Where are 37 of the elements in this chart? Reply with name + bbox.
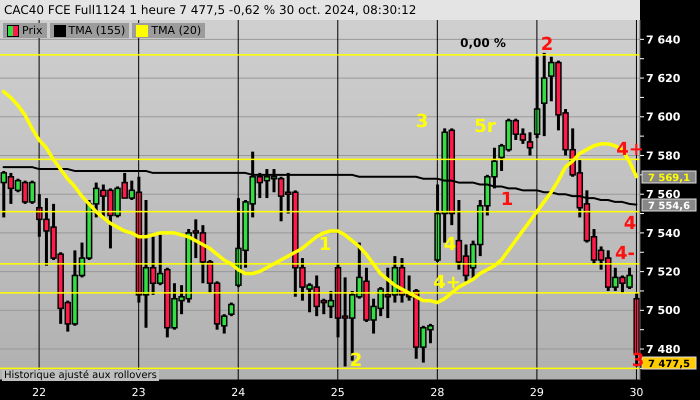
y-tick-label: 7 620 [646,72,681,85]
chart-title: CAC40 FCE Full1124 1 heure 7 477,5 -0,62 % 30 oct. 2024, 08:30:12 [0,0,640,20]
x-tick-label: 24 [231,386,246,399]
annotation: 4- [615,243,635,264]
annotation: 2 [350,350,362,371]
annotation: 1 [318,234,332,255]
x-tick-label: 29 [530,386,544,399]
x-tick-label: 30 [629,386,644,399]
legend-label: TMA (155) [68,24,126,37]
annotation: 5r [474,116,496,137]
text: 7 477,5 [648,359,690,370]
legend-label: TMA (20) [151,24,202,37]
annotation: 4 [444,234,456,255]
x-tick-label: 25 [330,386,345,399]
text: 7 554,6 [648,201,690,212]
candlestick [228,302,235,316]
legend-label: Prix [22,24,43,37]
x-tick-label: 23 [132,386,146,399]
annotation: 3 [416,111,428,132]
annotation: 4 [624,213,636,234]
x-tick-label: 28 [430,386,444,399]
x-tick-label: 22 [32,386,46,399]
text: 7 569,1 [648,173,690,184]
y-tick-label: 7 540 [646,226,681,240]
y-tick-label: 7 600 [646,110,681,124]
y-tick-label: 7 480 [646,342,681,356]
annotation: Historique ajusté aux rollovers [2,370,159,381]
y-tick-label: 7 640 [646,33,681,46]
y-tick-label: 7 500 [646,304,681,318]
y-tick-label: 7 580 [646,149,681,162]
candlestick [526,132,534,156]
annotation: 2 [540,34,554,55]
y-tick-label: 7 560 [646,188,681,202]
annotation: 1 [500,189,514,210]
annotation: 3 [632,350,644,371]
y-tick-label: 7 520 [646,266,681,279]
annotation: 0,00 % [460,36,506,50]
